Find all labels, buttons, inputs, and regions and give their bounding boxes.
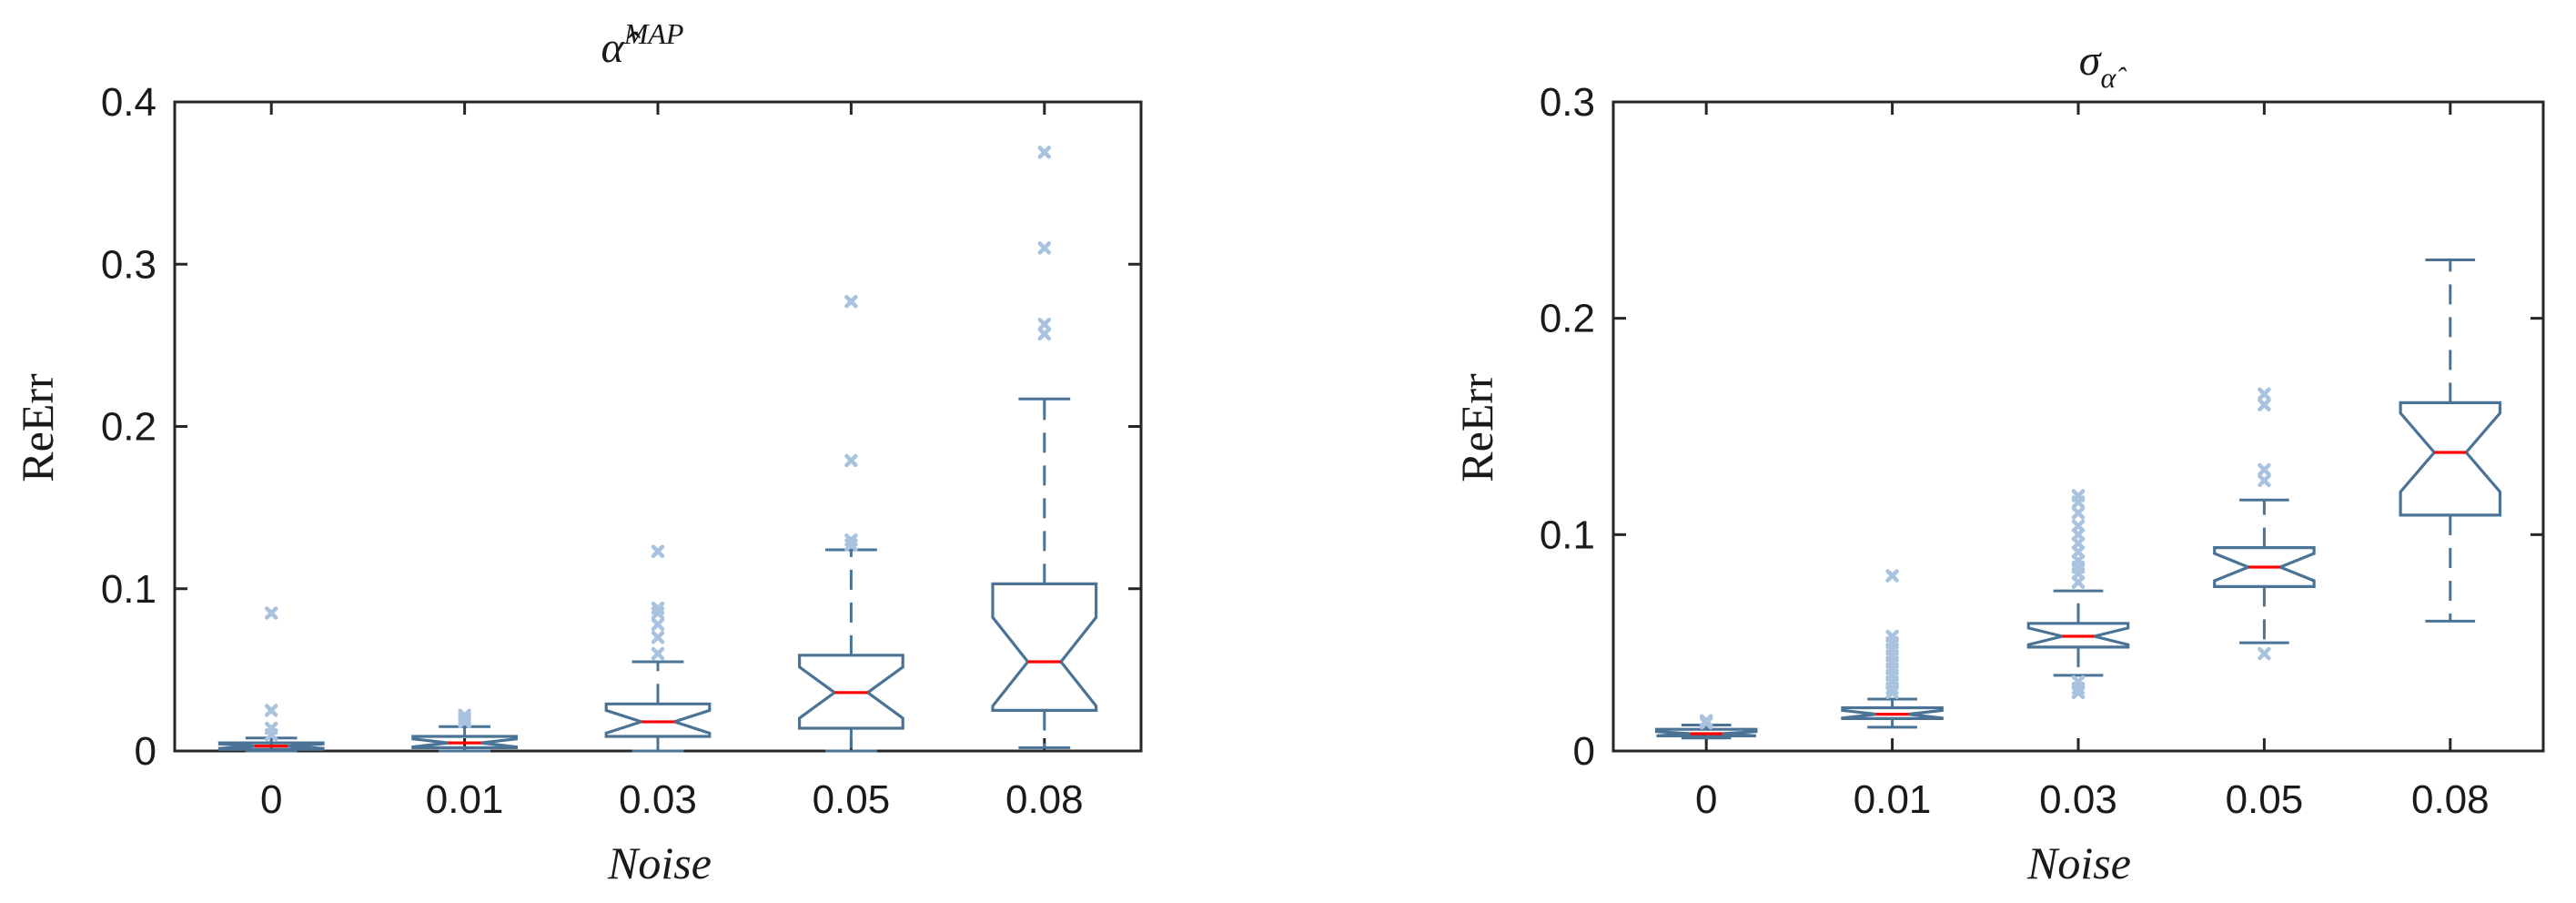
y-tick-label: 0: [135, 729, 157, 774]
box-body: [1841, 705, 1944, 721]
outlier-point: [1699, 715, 1713, 730]
box-body: [411, 735, 519, 750]
box-0.03: [604, 544, 712, 753]
x-axis-label: Noise: [2026, 837, 2131, 888]
outlier-point: [2071, 685, 2086, 700]
box-0: [217, 606, 325, 753]
x-tick-label: 0: [260, 777, 282, 822]
box-0.05: [2213, 387, 2316, 661]
box-body: [2399, 401, 2502, 517]
chart-title-sigma-alpha: σα̂: [2079, 36, 2126, 94]
chart-title-alpha-map: α̂MAP: [601, 17, 684, 72]
x-tick-label: 0.01: [426, 777, 504, 822]
x-tick-label: 0.03: [619, 777, 697, 822]
outlier-point: [844, 453, 858, 468]
outlier-point: [264, 704, 278, 717]
box-0.01: [1841, 569, 1944, 729]
outlier-point: [458, 715, 471, 729]
outlier-point: [651, 646, 665, 661]
box-0.03: [2026, 489, 2130, 700]
y-tick-label: 0.1: [1540, 512, 1595, 557]
y-tick-label: 0.1: [101, 567, 157, 612]
outlier-point: [1037, 146, 1052, 159]
box-0.08: [2399, 258, 2502, 623]
outlier-point: [2071, 495, 2086, 509]
y-tick-label: 0.2: [1540, 297, 1595, 341]
outlier-point: [844, 294, 858, 309]
outlier-point: [2071, 506, 2086, 520]
chart-panel-sigma-alpha: σα̂ ReErr Noise 0 0.1 0.2 0.3 0 0.01 0.03 0.05 0…: [1451, 36, 2545, 888]
box-body: [991, 582, 1098, 713]
y-tick-label: 0.3: [1540, 80, 1595, 125]
outlier-point: [1885, 569, 1899, 583]
box-body: [797, 654, 904, 730]
x-tick-label: 0.08: [1005, 777, 1084, 822]
outlier-point: [264, 727, 278, 742]
outlier-point: [2258, 473, 2271, 488]
x-tick-label: 0.03: [2039, 777, 2117, 822]
box-body: [2213, 545, 2316, 589]
x-tick-label: 0.05: [2226, 777, 2304, 822]
x-tick-label: 0.01: [1854, 777, 1932, 822]
outlier-point: [2258, 646, 2271, 661]
box-0.05: [797, 294, 904, 753]
box-body: [1654, 727, 1758, 738]
outlier-point: [2258, 387, 2271, 401]
outlier-point: [651, 630, 665, 644]
y-axis-label: ReErr: [1451, 373, 1502, 482]
box-0.08: [991, 146, 1098, 749]
outlier-point: [844, 538, 858, 552]
y-tick-label: 0.4: [101, 80, 157, 125]
y-tick-label: 0.2: [101, 405, 157, 450]
box-0: [1654, 714, 1758, 740]
y-tick-label: 0.3: [101, 242, 157, 287]
y-tick-label: 0: [1573, 729, 1595, 774]
box-body: [217, 741, 325, 751]
x-tick-label: 0: [1695, 777, 1717, 822]
x-axis-label: Noise: [607, 837, 712, 888]
outlier-point: [651, 544, 665, 559]
box-0.01: [411, 708, 519, 753]
outlier-point: [2258, 398, 2271, 411]
outlier-point: [1885, 685, 1899, 700]
x-tick-label: 0.05: [813, 777, 891, 822]
outlier-point: [651, 617, 665, 632]
box-body: [2026, 622, 2130, 649]
outlier-point: [2071, 575, 2086, 589]
outlier-point: [1037, 327, 1052, 341]
outlier-point: [1037, 241, 1052, 255]
y-axis-label: ReErr: [12, 373, 63, 482]
box-body: [604, 702, 712, 738]
outlier-point: [264, 606, 278, 620]
outlier-point: [2258, 462, 2271, 477]
x-tick-label: 0.08: [2411, 777, 2490, 822]
outlier-point: [1037, 317, 1052, 331]
chart-panel-alpha-map: α̂MAP ReErr Noise 0 0.1 0.2 0.3 0.4 0 0.01 0.03…: [12, 17, 1143, 888]
outlier-point: [651, 606, 665, 620]
